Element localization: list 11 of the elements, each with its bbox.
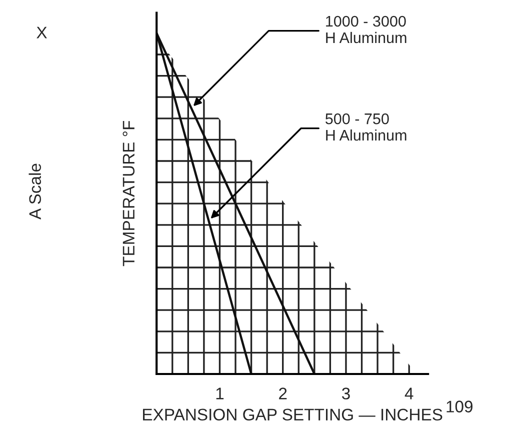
x-tick-label: 3 (342, 388, 350, 400)
x-axis-title: EXPANSION GAP SETTING — INCHES (143, 408, 442, 421)
x-tick-label: 2 (279, 388, 287, 400)
text: 1000 - 3000 H Aluminum (326, 16, 406, 44)
x-tick-label: 1 (216, 388, 224, 400)
text: 500 - 750 H Aluminum (326, 113, 406, 141)
text: A Scale (28, 164, 42, 220)
text: X (36, 26, 47, 38)
x-tick-label: 4 (404, 388, 414, 400)
y-axis-title: TEMPERATURE °F (122, 120, 135, 266)
text: 109 (446, 400, 472, 412)
